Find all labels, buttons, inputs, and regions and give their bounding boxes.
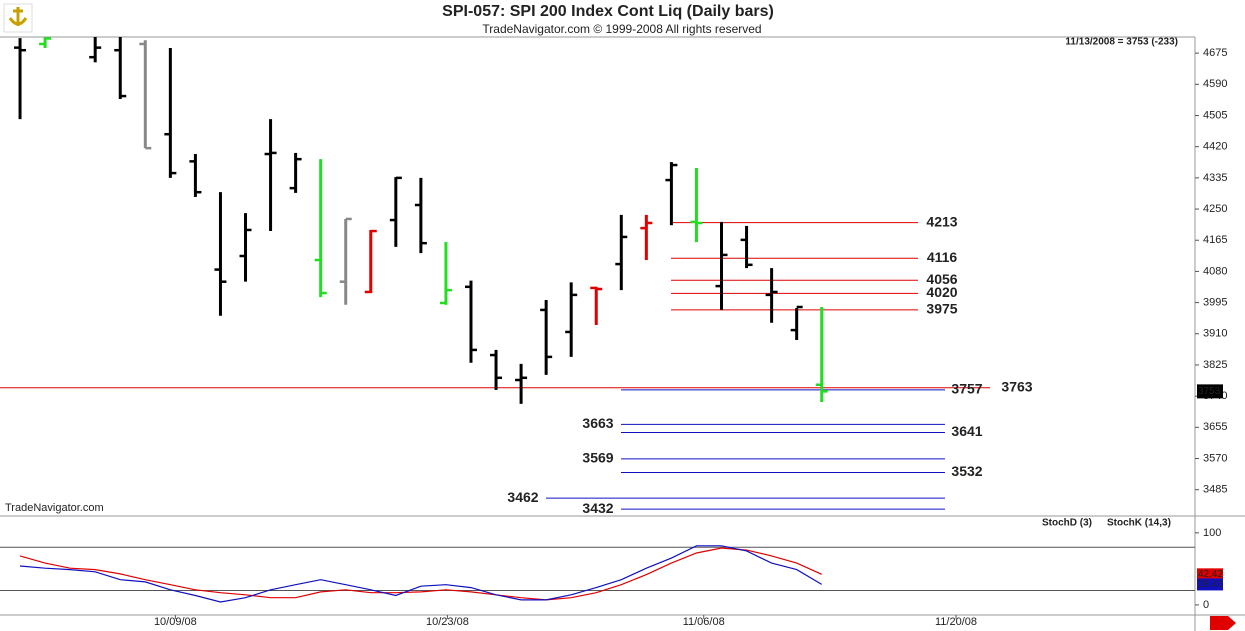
last-price-box	[1197, 384, 1223, 399]
y-tick-label: 3570	[1203, 452, 1227, 464]
level-label: 3663	[582, 415, 613, 431]
level-label: 3462	[507, 489, 538, 505]
level-label: 3532	[951, 463, 982, 479]
stoch-line	[19, 545, 823, 603]
legend-label: StochK (14,3)	[1107, 518, 1171, 529]
chart-title: SPI-057: SPI 200 Index Cont Liq (Daily b…	[442, 3, 774, 20]
logo	[3, 3, 33, 33]
level-label: 4056	[926, 271, 957, 287]
x-tick-label: 11/20/08	[935, 616, 977, 628]
level-label: 3757	[951, 381, 982, 397]
y-tick-label: 4675	[1203, 47, 1227, 59]
last-price-label: 3753	[1198, 386, 1221, 397]
y-tick-label: 4250	[1203, 203, 1227, 215]
status-text: 11/13/2008 = 3753 (-233)	[1065, 37, 1178, 48]
y-tick-label: 3485	[1203, 484, 1227, 496]
y-tick-label: 3995	[1203, 297, 1227, 309]
source-text: TradeNavigator.com	[5, 502, 104, 514]
level-label: 3641	[951, 423, 982, 439]
y-tick-label: 0	[1203, 599, 1209, 611]
y-tick-label: 4590	[1203, 78, 1227, 90]
last-value-label: 28.41	[1198, 579, 1223, 590]
level-label: 4116	[927, 249, 958, 265]
stoch-line	[19, 547, 822, 601]
legend-label: StochD (3)	[1042, 518, 1092, 529]
y-tick-label: 3655	[1203, 421, 1227, 433]
level-label: 3763	[1001, 378, 1032, 394]
level-label: 4020	[926, 284, 957, 300]
y-tick-label: 3910	[1203, 328, 1227, 340]
last-value-label: 42.42	[1198, 569, 1223, 580]
y-tick-label: 4165	[1203, 234, 1227, 246]
x-tick-label: 10/09/08	[154, 616, 197, 628]
y-tick-label: 4335	[1203, 172, 1227, 184]
y-tick-label: 4505	[1203, 109, 1227, 121]
x-tick-label: 10/23/08	[426, 616, 469, 628]
level-label: 3975	[926, 301, 957, 317]
last-value-box	[1197, 578, 1223, 591]
last-value-box	[1197, 568, 1223, 581]
level-label: 4213	[926, 213, 957, 229]
chart-subtitle: TradeNavigator.com © 1999-2008 All right…	[482, 22, 761, 36]
y-tick-label: 4420	[1203, 141, 1227, 153]
scroll-arrow[interactable]	[1210, 616, 1236, 630]
x-tick-label: 11/06/08	[683, 616, 725, 628]
y-tick-label: 100	[1203, 527, 1221, 539]
y-tick-label: 4080	[1203, 265, 1227, 277]
level-label: 3432	[582, 500, 613, 516]
level-label: 3569	[582, 450, 613, 466]
y-tick-label: 3825	[1203, 359, 1227, 371]
